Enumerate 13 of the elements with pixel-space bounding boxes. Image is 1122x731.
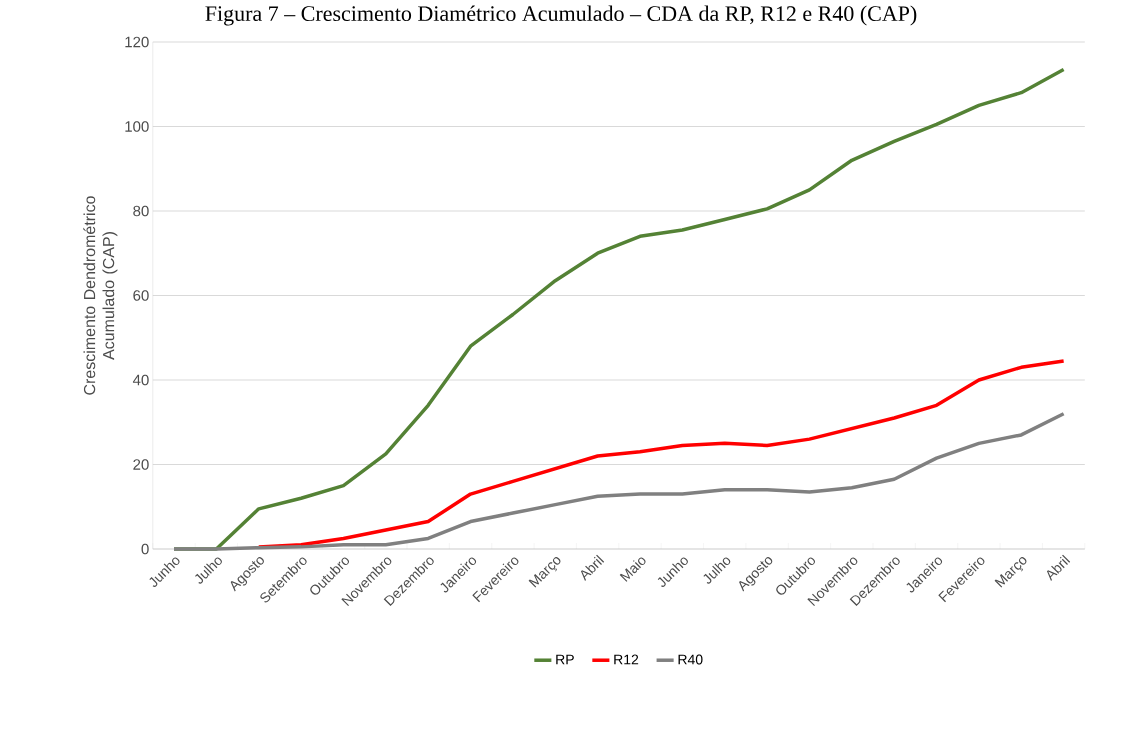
y-tick-label: 100 (125, 121, 149, 132)
legend-label: R12 (614, 654, 639, 665)
y-tick-label: 120 (125, 36, 149, 48)
legend-label: RP (556, 654, 574, 665)
y-tick-label: 20 (133, 459, 149, 470)
y-tick-label: 80 (133, 205, 149, 217)
y-tick-label: 0 (141, 543, 149, 555)
y-tick-label: 40 (132, 374, 149, 386)
line-series (172, 412, 1066, 551)
y-tick-label: 60 (133, 290, 149, 301)
legend-label: R40 (678, 654, 703, 665)
y-axis-title: Crescimento Dendrométrico Acumulado (CAP) (83, 196, 118, 395)
chart-title: Figura 7 – Crescimento Diamétrico Acumulado – CDA da RP, R12 e R40 (CAP) (205, 5, 917, 26)
